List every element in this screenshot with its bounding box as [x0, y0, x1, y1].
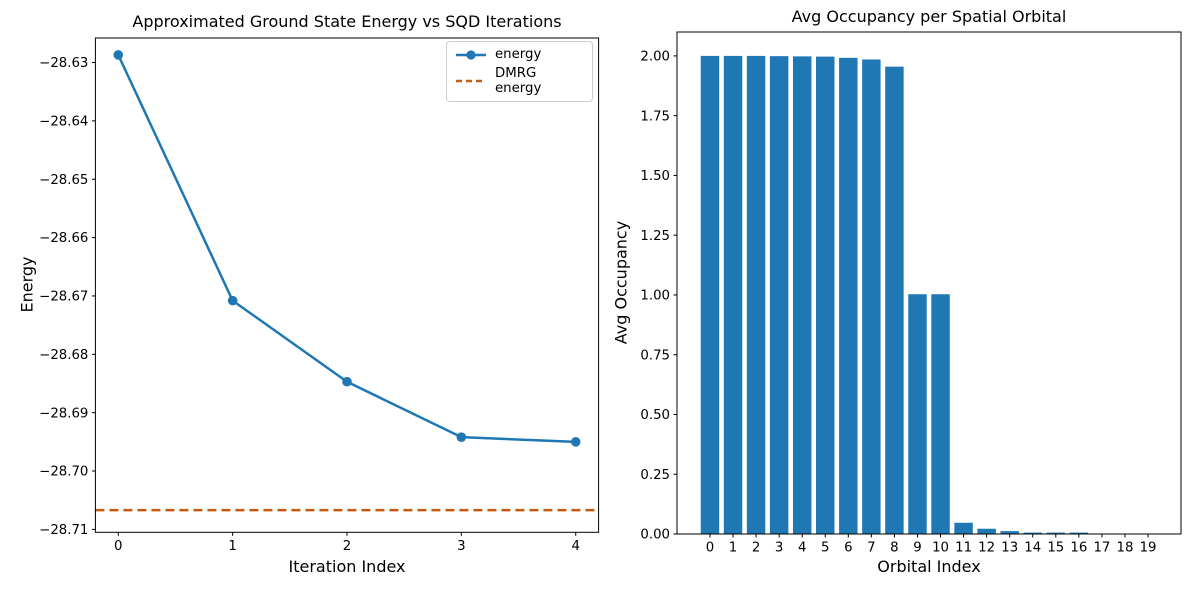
x-tick-label: 5 [821, 541, 829, 556]
y-tick-label: 0.50 [640, 408, 670, 423]
x-tick-label: 4 [798, 541, 806, 556]
energy-chart-xlabel: Iteration Index [288, 557, 406, 576]
x-tick-label: 16 [1070, 541, 1087, 556]
y-tick-label: −28.66 [39, 231, 88, 246]
x-tick-label: 11 [955, 541, 972, 556]
y-tick-label: −28.70 [39, 465, 88, 480]
occupancy-bar [746, 55, 766, 535]
y-tick-label: −28.64 [39, 114, 88, 129]
occupancy-bar [1023, 532, 1042, 534]
energy-marker [227, 295, 238, 306]
occupancy-bar [700, 55, 720, 535]
energy-marker [570, 437, 581, 447]
legend-item-energy: energy [455, 47, 582, 62]
occupancy-bar [839, 57, 858, 535]
x-tick-label: 19 [1140, 541, 1157, 556]
energy-marker [342, 376, 352, 387]
x-tick-label: 9 [913, 541, 921, 556]
y-tick-label: 1.00 [640, 289, 670, 304]
x-tick-label: 0 [114, 539, 122, 554]
x-tick-label: 3 [457, 539, 465, 554]
x-tick-label: 3 [775, 541, 783, 556]
occupancy-bar [931, 294, 950, 534]
x-tick-label: 1 [729, 541, 737, 556]
occupancy-bar [1046, 532, 1066, 534]
legend-item-dmrg: DMRG energy [455, 66, 582, 96]
x-tick-label: 2 [752, 541, 760, 556]
x-tick-label: 14 [1024, 541, 1041, 556]
axes-border [676, 31, 1182, 535]
occupancy-bar [908, 294, 927, 534]
y-tick-label: −28.63 [39, 56, 88, 71]
x-tick-label: 10 [932, 541, 949, 556]
y-tick-label: −28.67 [39, 290, 88, 305]
occupancy-bar [954, 522, 973, 534]
y-tick-label: −28.69 [39, 406, 88, 421]
y-tick-label: 1.50 [640, 169, 670, 184]
y-tick-label: 0.25 [640, 468, 670, 483]
x-tick-label: 8 [890, 541, 898, 556]
x-tick-label: 15 [1047, 541, 1064, 556]
energy-marker [456, 432, 467, 442]
occupancy-chart-xlabel: Orbital Index [877, 557, 981, 576]
occupancy-chart-title: Avg Occupancy per Spatial Orbital [791, 7, 1067, 26]
energy-chart-title: Approximated Ground State Energy vs SQD … [132, 12, 562, 31]
y-tick-label: −28.65 [39, 173, 88, 188]
occupancy-bar [769, 56, 789, 535]
x-tick-label: 1 [228, 539, 236, 554]
legend: energy DMRG energy [446, 41, 593, 102]
occupancy-bar [1000, 531, 1019, 534]
occupancy-bar [1069, 532, 1089, 534]
energy-marker [113, 50, 124, 60]
legend-label-dmrg: DMRG energy [495, 66, 542, 96]
y-tick-label: −28.68 [39, 348, 88, 363]
legend-label-energy: energy [495, 47, 542, 62]
x-tick-label: 12 [978, 541, 995, 556]
energy-chart-ylabel: Energy [17, 256, 37, 313]
x-tick-label: 18 [1117, 541, 1134, 556]
occupancy-bar [816, 56, 835, 534]
occupancy-bar [792, 56, 812, 534]
y-tick-label: 1.75 [640, 109, 670, 124]
x-tick-label: 17 [1093, 541, 1110, 556]
energy-line-sample-icon [456, 49, 486, 60]
y-tick-label: −28.71 [39, 523, 88, 538]
x-tick-label: 2 [343, 539, 351, 554]
x-tick-label: 6 [844, 541, 852, 556]
occupancy-bar [885, 66, 904, 535]
occupancy-bar [862, 59, 881, 534]
y-tick-label: 0.75 [640, 348, 670, 363]
occupancy-bar [977, 528, 996, 534]
y-tick-label: 2.00 [640, 50, 670, 65]
x-tick-label: 4 [571, 539, 579, 554]
occupancy-chart-ylabel: Avg Occupancy [611, 220, 631, 345]
y-tick-label: 0.00 [640, 528, 670, 543]
dmrg-dashed-line-sample-icon [456, 79, 486, 83]
occupancy-bar [723, 55, 743, 535]
y-tick-label: 1.25 [640, 229, 670, 244]
x-tick-label: 13 [1001, 541, 1018, 556]
x-tick-label: 7 [867, 541, 875, 556]
x-tick-label: 0 [706, 541, 714, 556]
axes-border [94, 37, 600, 533]
